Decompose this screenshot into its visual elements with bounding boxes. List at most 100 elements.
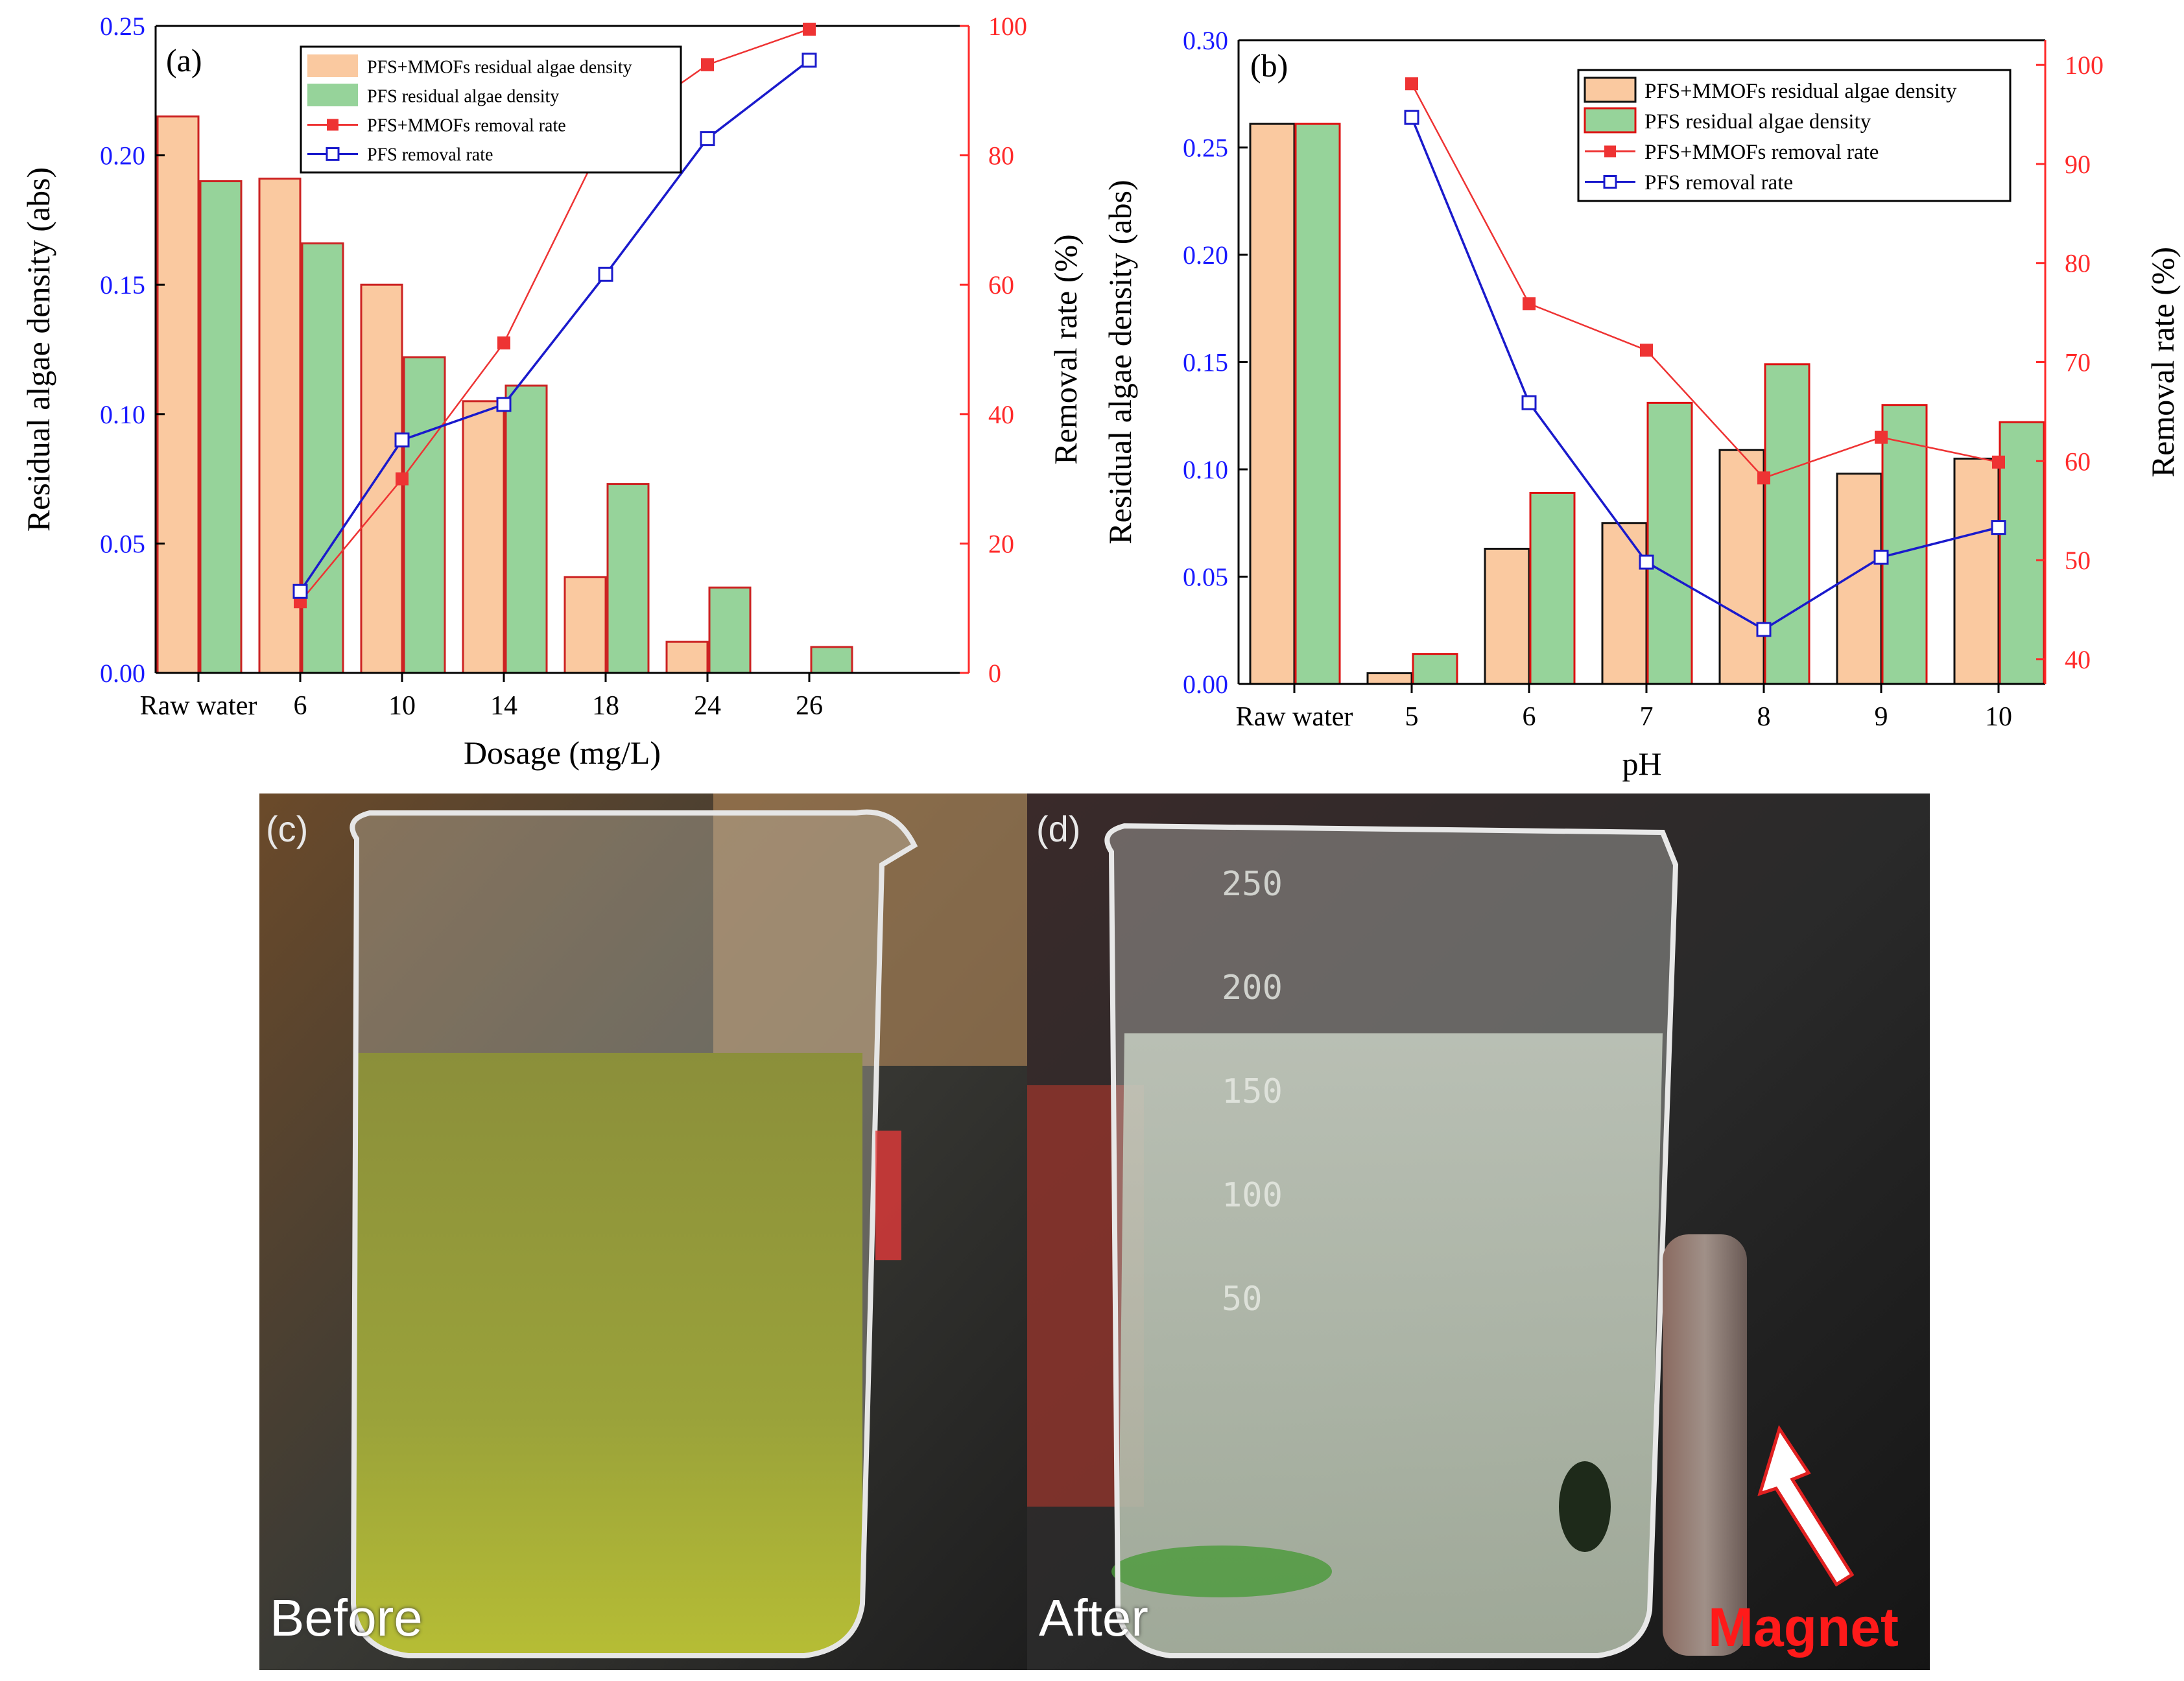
tick-label-x-b: 8 — [1757, 702, 1771, 732]
legend-swatch-b-0 — [1584, 76, 1637, 103]
legend-label-b-2: PFS+MMOFs removal rate — [1644, 141, 1879, 164]
tick-label-x-b: Raw water — [1236, 702, 1353, 732]
bar-a-s1-2 — [403, 356, 446, 674]
panel-label-d: (d) — [1036, 808, 1081, 849]
tick-label-x-b: 9 — [1875, 702, 1888, 732]
tick-label-left-a: 0.20 — [100, 141, 145, 170]
y-axis-title-right-a: Removal rate (%) — [1047, 234, 1084, 464]
marker-a-s1-1 — [394, 432, 410, 448]
bar-a-s1-3 — [504, 384, 548, 674]
tick-label-right-a: 40 — [988, 400, 1014, 429]
legend-label-a-1: PFS residual algae density — [367, 86, 559, 106]
tick-label-x-b: 7 — [1640, 702, 1654, 732]
panel-label-b: (b) — [1250, 47, 1288, 84]
tick-label-left-b: 0.25 — [1183, 134, 1228, 163]
tick-label-right-a: 20 — [988, 529, 1014, 558]
legend-label-a-0: PFS+MMOFs residual algae density — [367, 57, 632, 77]
legend-marker-b-3 — [1603, 175, 1617, 189]
marker-b-s1-1 — [1521, 395, 1537, 410]
bar-a-s1-0 — [199, 180, 243, 674]
y-axis-title-right-b: Removal rate (%) — [2144, 247, 2181, 477]
marker-b-s1-4 — [1873, 549, 1889, 565]
tick-label-right-b: 40 — [2065, 645, 2091, 674]
tick-label-left-a: 0.10 — [100, 400, 145, 429]
tick-label-left-b: 0.00 — [1183, 670, 1228, 699]
tick-label-x-a: 10 — [388, 691, 416, 721]
tick-label-left-a: 0.25 — [100, 12, 145, 41]
line-a-s0 — [300, 28, 810, 603]
marker-b-s0-2 — [1640, 344, 1653, 357]
tick-label-left-a: 0.05 — [100, 529, 145, 558]
tick-label-left-b: 0.15 — [1183, 348, 1228, 377]
marker-b-s0-1 — [1523, 297, 1536, 311]
tick-label-right-b: 70 — [2065, 348, 2091, 377]
bar-a-s0-0 — [156, 115, 200, 674]
tick-label-right-b: 80 — [2065, 249, 2091, 278]
legend-label-a-3: PFS removal rate — [367, 145, 493, 165]
legend-swatch-b-1 — [1584, 107, 1637, 134]
tick-label-x-b: 10 — [1985, 702, 2012, 732]
marker-b-s1-0 — [1404, 110, 1419, 125]
bar-a-s0-4 — [564, 576, 607, 674]
legend-swatch-a-0 — [307, 54, 358, 77]
marker-b-s0-3 — [1757, 471, 1770, 485]
bar-b-s0-1 — [1366, 672, 1413, 685]
tick-label-x-a: 18 — [592, 691, 619, 721]
legend-box-b — [1577, 69, 2012, 202]
marker-b-s0-0 — [1405, 77, 1418, 91]
scale-mark: 250 — [1222, 865, 1283, 904]
tick-label-left-b: 0.20 — [1183, 241, 1228, 270]
bar-b-s1-6 — [1999, 421, 2045, 685]
photo-caption-before: Before — [270, 1589, 423, 1647]
marker-a-s0-5 — [803, 22, 816, 36]
tick-label-x-a: 14 — [490, 691, 517, 721]
tick-label-right-b: 100 — [2065, 51, 2104, 80]
marker-a-s1-3 — [598, 266, 613, 282]
marker-b-s0-4 — [1875, 430, 1888, 444]
tick-label-x-a: 24 — [694, 691, 721, 721]
bar-b-s0-4 — [1718, 449, 1765, 685]
line-b-s1 — [1410, 117, 1999, 631]
tick-label-x-b: 6 — [1523, 702, 1536, 732]
bar-b-s0-6 — [1953, 457, 2000, 685]
legend-marker-b-2 — [1604, 145, 1616, 158]
tick-label-right-a: 100 — [988, 12, 1027, 41]
tick-label-right-b: 90 — [2065, 150, 2091, 179]
legend-label-b-3: PFS removal rate — [1644, 171, 1793, 194]
tick-label-x-b: 5 — [1405, 702, 1419, 732]
tick-label-right-b: 60 — [2065, 447, 2091, 476]
panel-label-c: (c) — [266, 808, 309, 849]
tick-label-right-a: 60 — [988, 270, 1014, 300]
x-axis-title-b: pH — [1622, 746, 1661, 782]
bar-b-s0-0 — [1249, 123, 1296, 685]
marker-b-s1-5 — [1991, 520, 2006, 535]
photo-caption-after: After — [1039, 1589, 1148, 1647]
scale-mark: 200 — [1222, 969, 1283, 1007]
marker-a-s0-1 — [396, 472, 409, 486]
line-b-s0 — [1410, 83, 1999, 479]
bar-a-s1-4 — [606, 483, 650, 674]
marker-b-s1-2 — [1639, 554, 1654, 570]
panel-label-a: (a) — [166, 42, 202, 78]
marker-a-s1-4 — [700, 131, 715, 147]
bar-a-s1-1 — [301, 242, 344, 674]
tick-label-left-a: 0.00 — [100, 659, 145, 688]
bar-b-s1-2 — [1529, 491, 1576, 685]
photo-after-beaker: (d) After Magnet 250 200 150 100 50 — [1027, 793, 1930, 1670]
tick-label-x-a: 6 — [294, 691, 307, 721]
legend-label-a-2: PFS+MMOFs removal rate — [367, 115, 566, 135]
scale-mark: 100 — [1222, 1176, 1283, 1215]
bar-a-s1-5 — [708, 586, 752, 674]
scale-mark: 150 — [1222, 1072, 1283, 1111]
legend-marker-a-2 — [327, 119, 338, 131]
bar-a-s0-5 — [665, 641, 709, 674]
legend-label-b-1: PFS residual algae density — [1644, 110, 1871, 134]
tick-label-right-b: 50 — [2065, 546, 2091, 575]
charts-canvas: 0.00 0.05 0.10 0.15 0.20 0.25 0 20 40 60 80 100 Raw … — [20, 12, 2181, 782]
bar-a-s0-3 — [462, 400, 505, 674]
bar-b-s0-2 — [1484, 547, 1530, 685]
marker-a-s0-2 — [497, 336, 510, 350]
marker-a-s1-5 — [801, 53, 817, 68]
tick-label-right-a: 0 — [988, 659, 1001, 688]
bar-b-s1-1 — [1412, 653, 1458, 685]
